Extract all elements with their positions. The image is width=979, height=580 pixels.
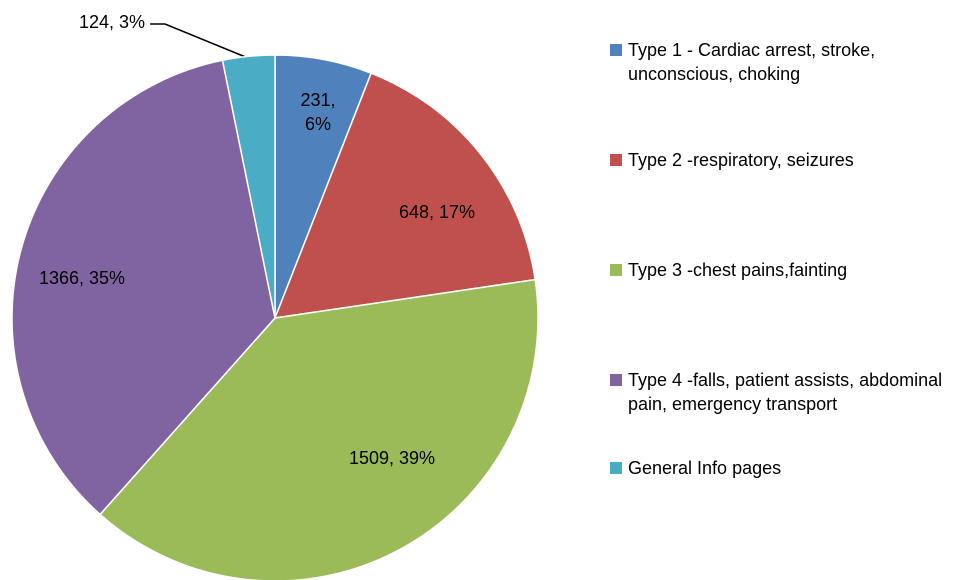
legend-entry: Type 1 - Cardiac arrest, stroke, unconsc… bbox=[610, 38, 970, 86]
pie-slice bbox=[99, 278, 539, 580]
legend-swatch bbox=[610, 374, 622, 386]
legend-swatch bbox=[610, 462, 622, 474]
legend-label: Type 4 -falls, patient assists, abdomina… bbox=[628, 370, 943, 414]
legend-label: General Info pages bbox=[628, 458, 782, 478]
legend-entry: Type 2 -respiratory, seizures bbox=[610, 148, 970, 172]
legend-swatch bbox=[610, 154, 622, 166]
pie-slice bbox=[11, 59, 276, 516]
data-label: 1509, 39% bbox=[348, 448, 436, 468]
legend-swatch bbox=[610, 44, 622, 56]
data-label: 124, 3% bbox=[78, 12, 146, 32]
legend-swatch bbox=[610, 264, 622, 276]
leader-line bbox=[150, 23, 249, 59]
pie-slice bbox=[273, 72, 537, 319]
legend-entry: Type 4 -falls, patient assists, abdomina… bbox=[610, 368, 970, 416]
data-label: 231, 6% bbox=[300, 90, 336, 134]
legend-label: Type 3 -chest pains,fainting bbox=[628, 260, 848, 280]
legend-entry: General Info pages bbox=[610, 456, 970, 480]
pie-slice bbox=[221, 54, 276, 319]
legend-label: Type 1 - Cardiac arrest, stroke, unconsc… bbox=[628, 40, 876, 84]
legend-label: Type 2 -respiratory, seizures bbox=[628, 150, 854, 170]
data-label: 1366, 35% bbox=[38, 268, 126, 288]
data-label: 648, 17% bbox=[398, 202, 476, 222]
legend-entry: Type 3 -chest pains,fainting bbox=[610, 258, 970, 282]
